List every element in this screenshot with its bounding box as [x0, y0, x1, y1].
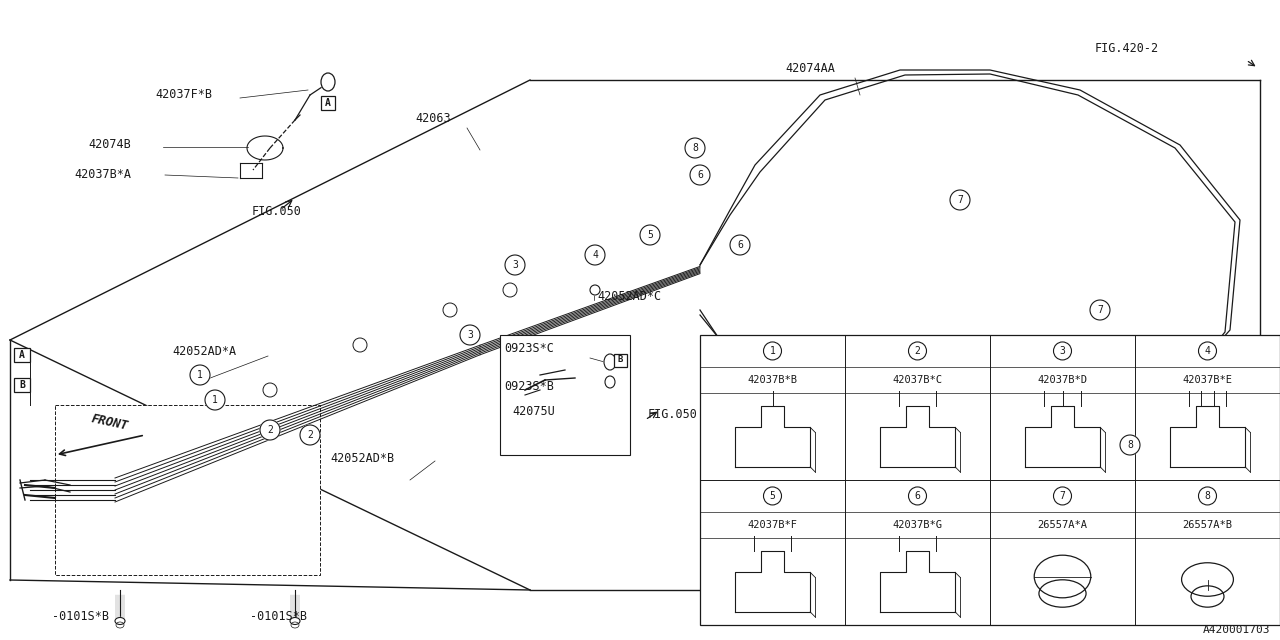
Circle shape — [692, 168, 707, 182]
Text: 2: 2 — [268, 425, 273, 435]
Text: 4: 4 — [1204, 346, 1211, 356]
Circle shape — [730, 235, 750, 255]
Text: 2: 2 — [307, 430, 312, 440]
Bar — [500, 335, 630, 455]
Text: -0101S*B: -0101S*B — [250, 610, 307, 623]
Text: 6: 6 — [915, 491, 920, 501]
Circle shape — [950, 190, 970, 210]
Text: FIG.420-2: FIG.420-2 — [1094, 42, 1160, 55]
Text: 1: 1 — [212, 395, 218, 405]
Ellipse shape — [116, 622, 124, 628]
Text: 8: 8 — [692, 143, 698, 153]
Text: 26557A*B: 26557A*B — [1183, 520, 1233, 530]
Text: 42074B: 42074B — [88, 138, 131, 151]
Circle shape — [205, 390, 225, 410]
Circle shape — [503, 283, 517, 297]
Circle shape — [1053, 342, 1071, 360]
Text: 26557A*A: 26557A*A — [1038, 520, 1088, 530]
Text: FIG.050: FIG.050 — [252, 205, 302, 218]
Bar — [14, 378, 29, 392]
Circle shape — [262, 383, 276, 397]
Text: 8: 8 — [1204, 491, 1211, 501]
Text: FIG.050: FIG.050 — [648, 408, 698, 421]
Text: 3: 3 — [467, 330, 472, 340]
Circle shape — [1198, 342, 1216, 360]
Text: 1: 1 — [769, 346, 776, 356]
Text: 0923S*B: 0923S*B — [504, 380, 554, 393]
Ellipse shape — [604, 354, 616, 370]
Bar — [14, 348, 29, 362]
Circle shape — [1091, 300, 1110, 320]
Text: 42037F*B: 42037F*B — [155, 88, 212, 101]
Text: 42052AD*C: 42052AD*C — [596, 290, 662, 303]
Text: A420001703: A420001703 — [1202, 625, 1270, 635]
Circle shape — [585, 245, 605, 265]
Text: 42063: 42063 — [415, 112, 451, 125]
Text: 4: 4 — [593, 250, 598, 260]
Text: 6: 6 — [737, 240, 742, 250]
Text: 7: 7 — [957, 195, 963, 205]
Text: 7: 7 — [1097, 305, 1103, 315]
Bar — [321, 96, 335, 110]
Circle shape — [1120, 435, 1140, 455]
Bar — [55, 405, 320, 575]
Circle shape — [460, 325, 480, 345]
Circle shape — [189, 365, 210, 385]
Text: 6: 6 — [698, 170, 703, 180]
Text: 42037B*B: 42037B*B — [748, 375, 797, 385]
Text: A: A — [19, 350, 24, 360]
Circle shape — [1198, 487, 1216, 505]
Ellipse shape — [605, 376, 614, 388]
Text: 7: 7 — [1060, 491, 1065, 501]
Circle shape — [640, 225, 660, 245]
Text: 3: 3 — [1060, 346, 1065, 356]
Text: 42074AA: 42074AA — [785, 62, 835, 75]
Bar — [613, 353, 626, 367]
Text: 5: 5 — [648, 230, 653, 240]
Ellipse shape — [291, 622, 300, 628]
Text: 42037B*G: 42037B*G — [892, 520, 942, 530]
Ellipse shape — [321, 73, 335, 91]
Text: 42037B*C: 42037B*C — [892, 375, 942, 385]
Text: 42037B*D: 42037B*D — [1038, 375, 1088, 385]
Circle shape — [909, 487, 927, 505]
Circle shape — [763, 487, 782, 505]
Text: 1: 1 — [197, 370, 204, 380]
Bar — [700, 335, 1280, 625]
Text: FRONT: FRONT — [90, 413, 129, 433]
Circle shape — [690, 165, 710, 185]
Circle shape — [260, 420, 280, 440]
Text: 42075U: 42075U — [512, 405, 554, 418]
Ellipse shape — [115, 618, 125, 625]
Circle shape — [590, 285, 600, 295]
Circle shape — [763, 342, 782, 360]
Text: 42052AD*A: 42052AD*A — [172, 345, 236, 358]
Text: 5: 5 — [769, 491, 776, 501]
Text: 42037B*A: 42037B*A — [74, 168, 131, 181]
Text: 3: 3 — [512, 260, 518, 270]
Text: -0101S*B: -0101S*B — [52, 610, 109, 623]
Text: 0923S*C: 0923S*C — [504, 342, 554, 355]
Text: 2: 2 — [915, 346, 920, 356]
Text: 42037B*E: 42037B*E — [1183, 375, 1233, 385]
Circle shape — [300, 425, 320, 445]
Circle shape — [1053, 487, 1071, 505]
Circle shape — [506, 255, 525, 275]
Text: 42037B*F: 42037B*F — [748, 520, 797, 530]
Circle shape — [909, 342, 927, 360]
Circle shape — [443, 303, 457, 317]
Text: B: B — [617, 355, 622, 365]
Ellipse shape — [291, 618, 300, 625]
Text: 8: 8 — [1128, 440, 1133, 450]
Circle shape — [353, 338, 367, 352]
Text: 42052AD*B: 42052AD*B — [330, 452, 394, 465]
Circle shape — [685, 138, 705, 158]
Text: B: B — [19, 380, 24, 390]
Text: A: A — [325, 98, 332, 108]
